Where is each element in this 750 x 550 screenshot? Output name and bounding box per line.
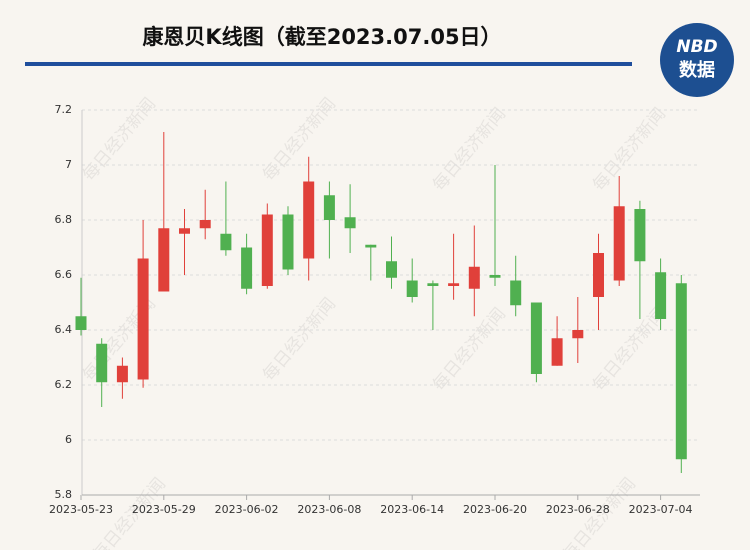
logo-text: NBD <box>676 37 717 57</box>
candle-body <box>572 330 584 339</box>
y-tick-label: 7 <box>65 158 72 171</box>
logo <box>660 23 734 97</box>
title-underline <box>25 62 632 66</box>
candle-body <box>365 244 377 248</box>
candle-body <box>510 280 522 306</box>
x-tick-label: 2023-05-29 <box>132 503 196 516</box>
candle-body <box>158 228 170 292</box>
candle-body <box>199 220 211 229</box>
x-tick-label: 2023-06-14 <box>380 503 444 516</box>
candle-body <box>116 365 128 383</box>
x-tick-label: 2023-05-23 <box>49 503 113 516</box>
candle-body <box>551 338 563 366</box>
x-tick-label: 2023-06-08 <box>297 503 361 516</box>
x-tick-label: 2023-07-04 <box>629 503 693 516</box>
candle-body <box>593 253 604 297</box>
candle-body <box>261 214 273 286</box>
logo-text: 数据 <box>679 59 715 81</box>
candle-body <box>634 209 646 262</box>
candle-body <box>75 316 87 330</box>
x-tick-label: 2023-06-02 <box>215 503 279 516</box>
candle-body <box>137 258 149 380</box>
candle-body <box>613 206 625 281</box>
candle-body <box>303 181 315 259</box>
candle-body <box>96 343 108 383</box>
y-tick-label: 6 <box>65 433 72 446</box>
candle-body <box>675 283 687 460</box>
candle-body <box>282 214 294 270</box>
candle-body <box>220 233 232 251</box>
candle-body <box>489 275 501 278</box>
candle-body <box>448 283 460 286</box>
candle-body <box>406 280 418 297</box>
candle-body <box>468 266 480 289</box>
candle-body <box>241 247 253 289</box>
y-tick-label: 6.2 <box>55 378 73 391</box>
y-tick-label: 5.8 <box>55 488 73 501</box>
x-tick-label: 2023-06-28 <box>546 503 610 516</box>
candle-body <box>530 302 542 374</box>
candle-body <box>655 272 667 319</box>
candle-body <box>386 261 397 278</box>
chart-title: 康恩贝K线图（截至2023.07.05日） <box>142 25 501 49</box>
y-tick-label: 6.8 <box>55 213 73 226</box>
candle-body <box>344 217 356 229</box>
y-tick-label: 6.6 <box>55 268 73 281</box>
x-tick-label: 2023-06-20 <box>463 503 527 516</box>
y-tick-label: 7.2 <box>55 103 73 116</box>
candle-body <box>427 283 439 286</box>
candle-body <box>179 228 190 234</box>
candle-body <box>323 195 335 220</box>
y-tick-label: 6.4 <box>55 323 73 336</box>
plot: 5.8 6 6.2 6.4 6.6 6.8 7 7.2 2023-05-23 2023-05-29… <box>49 103 700 516</box>
